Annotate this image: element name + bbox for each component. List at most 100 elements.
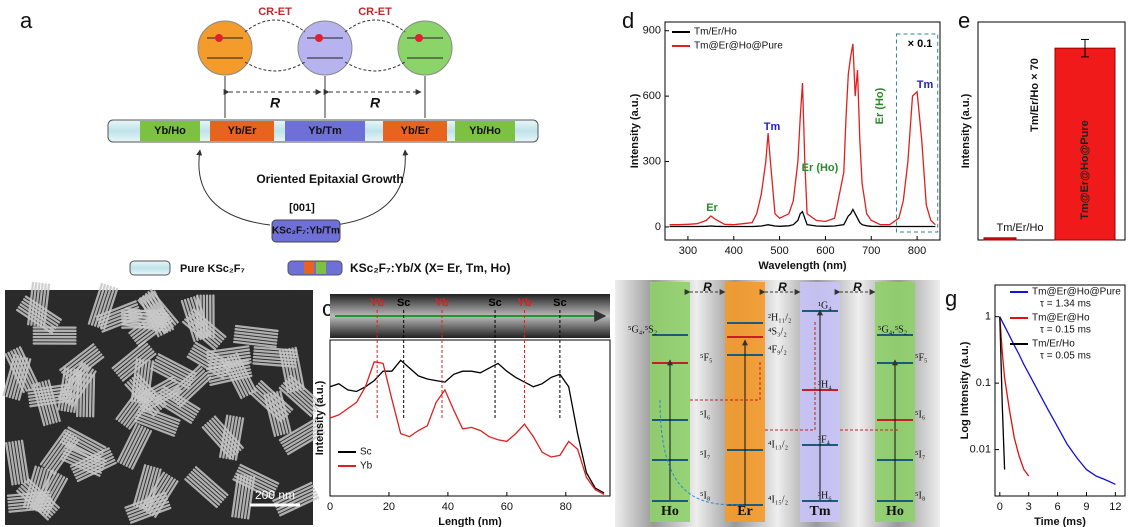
rod <box>176 374 210 406</box>
segment <box>210 121 274 141</box>
rod <box>44 380 58 423</box>
rod <box>273 392 286 435</box>
ion-label: Tm <box>810 504 831 519</box>
rod <box>32 383 46 426</box>
annotation: × 0.1 <box>908 38 933 50</box>
ion-label: Ho <box>661 504 679 519</box>
series-line <box>669 43 936 226</box>
rod <box>137 410 179 428</box>
ion-label: Er <box>737 504 753 519</box>
rod-bundle <box>32 379 61 426</box>
rod <box>42 431 69 468</box>
legend-label: Tm/Er/Ho <box>694 27 737 38</box>
rod <box>234 331 278 338</box>
x-tick-label: 400 <box>725 245 743 257</box>
annotation: Tm <box>917 79 934 91</box>
y-tick-label: 0 <box>655 221 661 233</box>
electron <box>415 34 423 42</box>
segment <box>455 121 515 141</box>
rod <box>253 353 297 359</box>
rod <box>11 356 25 399</box>
growth-arrow <box>196 149 271 226</box>
rod <box>236 469 276 490</box>
panel-letter: e <box>958 8 970 33</box>
level-label: ³H₆ <box>818 490 832 501</box>
rod <box>278 417 317 441</box>
rod <box>128 428 150 468</box>
rod <box>124 491 166 509</box>
rod <box>190 470 225 501</box>
rod-bundle <box>139 290 175 338</box>
rod-bundle <box>2 354 31 401</box>
rod <box>68 368 94 406</box>
label: R <box>778 280 787 294</box>
rod-bundle <box>206 345 252 369</box>
level-label: ⁵F₅ <box>915 352 928 363</box>
rod <box>18 440 27 484</box>
legend-rod <box>316 262 326 274</box>
x-tick-label: 9 <box>1083 501 1089 513</box>
rod <box>11 441 20 485</box>
level-label: ⁴I₁₃/₂ <box>768 439 788 450</box>
rod <box>97 286 113 329</box>
rod <box>133 419 175 437</box>
y-tick-label: 300 <box>643 155 661 167</box>
rod-bundle <box>88 283 119 331</box>
plot-frame <box>977 21 1126 241</box>
rod <box>280 420 319 444</box>
cr-et-arc <box>344 61 406 72</box>
label: R <box>370 95 381 111</box>
rod <box>252 362 296 368</box>
rod <box>132 464 146 507</box>
rod <box>172 369 206 401</box>
cr-et-arc <box>244 61 306 72</box>
rod <box>18 358 32 401</box>
bar <box>1054 47 1116 241</box>
rod <box>91 284 107 327</box>
label: Yb/Er <box>401 125 430 137</box>
rod <box>128 393 156 430</box>
level-label: ³H₄ <box>818 379 832 390</box>
rod-bundle <box>201 415 244 460</box>
rod-bundle <box>31 470 68 517</box>
rod <box>234 334 278 341</box>
rod <box>65 429 105 452</box>
rod-bundle <box>231 474 255 520</box>
rod <box>276 391 289 434</box>
x-axis-label: Time (ms) <box>1034 516 1086 527</box>
level-label: ¹G₄ <box>818 300 832 311</box>
rod <box>211 417 242 451</box>
level-label: ⁵I₇ <box>915 449 925 460</box>
rod <box>76 461 117 482</box>
rod-bundle <box>116 423 152 471</box>
x-tick-label: 300 <box>679 245 697 257</box>
rod-bundle <box>59 343 105 384</box>
level-label: ⁵I₈ <box>700 490 711 501</box>
rod <box>287 431 326 455</box>
rod <box>33 339 77 341</box>
rod <box>45 477 68 517</box>
electron <box>315 34 323 42</box>
rod-bundle <box>233 325 279 348</box>
legend-label: Sc <box>360 447 372 458</box>
rod-bundle <box>278 417 325 455</box>
level-label: ⁵I₆ <box>700 409 711 420</box>
rod <box>283 426 322 450</box>
rod <box>137 359 145 403</box>
x-tick-label: 0 <box>997 501 1003 513</box>
rod <box>231 474 239 518</box>
rod <box>111 340 146 370</box>
et-path <box>765 320 816 431</box>
y-tick-label: 0.1 <box>976 377 991 389</box>
rod <box>273 484 314 505</box>
plot-frame <box>664 21 941 241</box>
x-tick-label: 20 <box>383 501 395 513</box>
rod <box>130 506 172 524</box>
rod <box>21 300 59 326</box>
rod <box>99 309 141 327</box>
rod <box>153 290 174 331</box>
annotation: Tm <box>764 121 781 133</box>
rod <box>63 348 99 377</box>
segment <box>285 121 365 141</box>
rod <box>5 355 19 398</box>
